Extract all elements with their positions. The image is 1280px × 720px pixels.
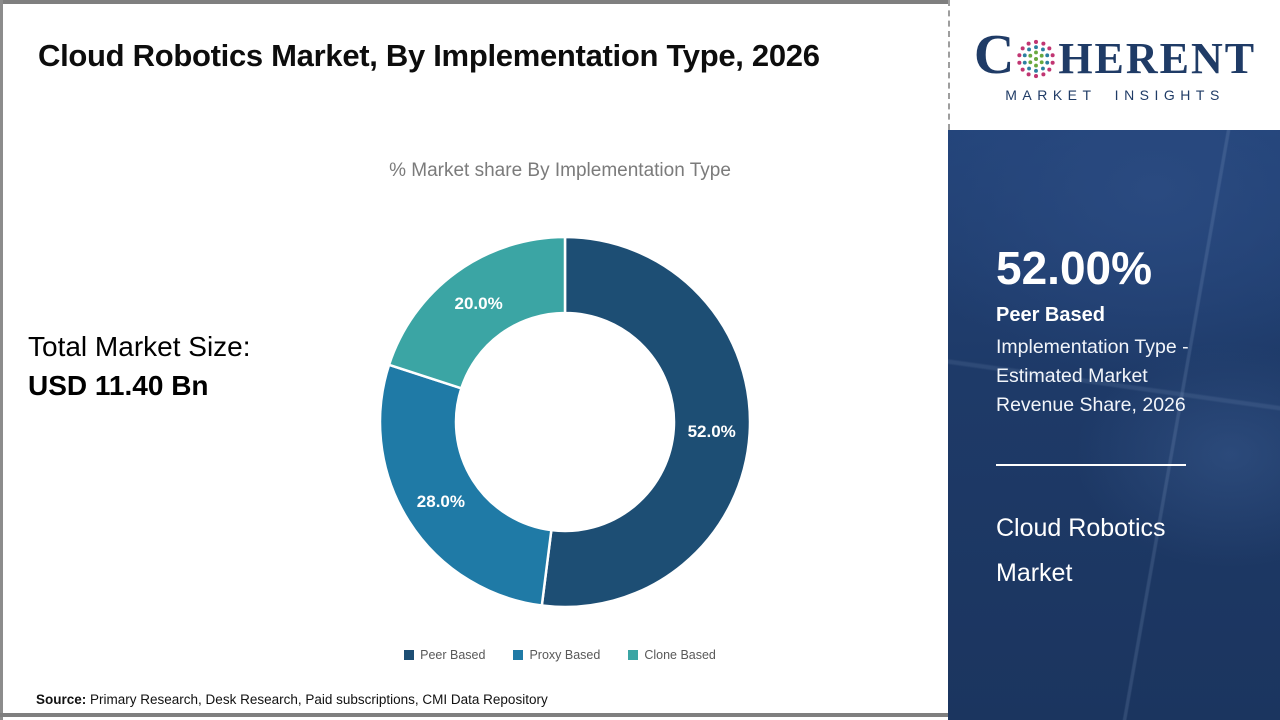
donut-chart-svg: 52.0% 28.0% 20.0%	[378, 235, 752, 609]
globe-dot	[1020, 67, 1025, 72]
globe-dot	[1047, 67, 1052, 72]
donut-segment-peer-based	[540, 235, 752, 609]
logo-letter-c: C	[973, 24, 1015, 86]
globe-dot	[1034, 68, 1039, 73]
globe-dot	[1041, 66, 1046, 71]
globe-dot	[1017, 60, 1022, 65]
globe-dot	[1017, 53, 1022, 58]
globe-dot	[1034, 56, 1039, 62]
globe-dot	[1040, 53, 1044, 58]
globe-dot	[1045, 53, 1050, 58]
legend-label: Peer Based	[420, 648, 486, 662]
logo-letters-herent: HERENT	[1058, 34, 1257, 83]
slice-label-clone-based: 20.0%	[454, 294, 502, 313]
sidebar-highlight-panel: 52.00% Peer Based Implementation Type - …	[948, 130, 1280, 720]
globe-dot	[1023, 60, 1028, 65]
legend-swatch	[404, 650, 415, 660]
sidebar-footer-title: Cloud Robotics Market	[996, 514, 1166, 587]
logo-tagline: MARKET INSIGHTS	[1005, 87, 1225, 103]
globe-dot	[1040, 60, 1044, 65]
globe-dot	[1034, 45, 1039, 50]
globe-dot	[1027, 66, 1032, 71]
source-label: Source:	[36, 692, 87, 707]
globe-dot	[1027, 47, 1032, 52]
top-frame-bar	[0, 0, 948, 4]
source-text: Primary Research, Desk Research, Paid su…	[90, 692, 548, 707]
chart-legend: Peer Based Proxy Based Clone Based	[310, 648, 810, 663]
chart-subtitle: % Market share By Implementation Type	[389, 160, 731, 181]
globe-dot	[1034, 50, 1039, 55]
legend-label: Clone Based	[644, 648, 716, 662]
globe-dot	[1050, 53, 1055, 58]
sidebar-divider	[996, 464, 1186, 466]
globe-dot	[1041, 47, 1046, 52]
globe-dot	[1045, 60, 1050, 65]
globe-dot	[1023, 53, 1028, 58]
legend-swatch	[628, 650, 639, 660]
globe-dot	[1028, 60, 1033, 65]
page-title: Cloud Robotics Market, By Implementation…	[38, 38, 820, 73]
globe-dot	[1034, 39, 1039, 44]
globe-dot	[1047, 46, 1052, 51]
legend-item-peer-based: Peer Based	[404, 648, 485, 662]
coherent-logo: C HERENT	[974, 27, 1256, 83]
globe-dot	[1041, 41, 1046, 46]
globe-dot	[1034, 74, 1039, 79]
legend-item-proxy-based: Proxy Based	[513, 648, 600, 662]
source-line: Source: Primary Research, Desk Research,…	[36, 692, 548, 707]
globe-icon	[1017, 39, 1055, 79]
logo-box: C HERENT MARKET INSIGHTS	[948, 0, 1280, 130]
slice-label-peer-based: 52.0%	[688, 422, 736, 441]
globe-dot	[1041, 72, 1046, 77]
highlight-name: Peer Based	[996, 304, 1105, 326]
highlight-value: 52.00%	[996, 242, 1153, 294]
donut-segment-proxy-based	[378, 363, 553, 607]
globe-dot	[1026, 72, 1031, 77]
globe-dot	[1026, 41, 1031, 46]
sidebar: C HERENT MARKET INSIGHTS 52.00% Peer Bas…	[948, 0, 1280, 720]
total-market-size: Total Market Size: USD 11.40 Bn	[28, 327, 251, 405]
globe-dot	[1020, 46, 1025, 51]
donut-segment-clone-based	[387, 235, 567, 390]
slice-label-proxy-based: 28.0%	[417, 492, 465, 511]
total-market-value: USD 11.40 Bn	[28, 370, 209, 401]
globe-dot	[1050, 60, 1055, 65]
legend-item-clone-based: Clone Based	[628, 648, 716, 662]
total-market-label: Total Market Size:	[28, 331, 251, 362]
globe-dot	[1028, 53, 1033, 58]
donut-chart: 52.0% 28.0% 20.0%	[375, 232, 755, 612]
left-frame-bar	[0, 0, 3, 720]
globe-dot	[1034, 63, 1039, 68]
bottom-frame-bar	[0, 713, 948, 717]
legend-swatch	[513, 650, 524, 660]
main-chart-area: Cloud Robotics Market, By Implementation…	[0, 0, 948, 720]
legend-label: Proxy Based	[529, 648, 601, 662]
highlight-description: Implementation Type - Estimated Market R…	[996, 336, 1189, 416]
